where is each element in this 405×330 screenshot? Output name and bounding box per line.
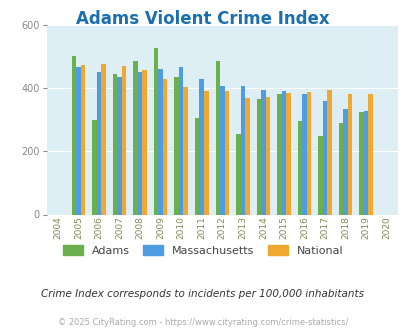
Bar xyxy=(122,67,126,214)
Bar xyxy=(96,72,101,214)
Bar xyxy=(240,86,245,214)
Bar xyxy=(326,89,331,214)
Bar xyxy=(245,98,249,214)
Bar xyxy=(183,87,188,214)
Bar xyxy=(322,101,326,214)
Bar xyxy=(72,56,76,214)
Bar xyxy=(342,109,347,214)
Bar xyxy=(76,67,81,214)
Text: Crime Index corresponds to incidents per 100,000 inhabitants: Crime Index corresponds to incidents per… xyxy=(41,289,364,299)
Bar xyxy=(162,79,167,214)
Bar xyxy=(306,92,311,214)
Bar xyxy=(142,70,147,214)
Bar xyxy=(224,91,228,214)
Bar xyxy=(220,86,224,214)
Bar xyxy=(81,65,85,214)
Bar xyxy=(367,94,372,214)
Bar xyxy=(256,99,260,214)
Bar xyxy=(363,111,367,214)
Bar xyxy=(158,69,162,215)
Bar xyxy=(199,79,203,214)
Bar xyxy=(174,77,179,214)
Bar xyxy=(194,118,199,214)
Bar xyxy=(235,134,240,214)
Legend: Adams, Massachusetts, National: Adams, Massachusetts, National xyxy=(58,241,347,260)
Bar xyxy=(153,49,158,214)
Bar xyxy=(101,64,106,214)
Bar xyxy=(347,94,352,214)
Text: © 2025 CityRating.com - https://www.cityrating.com/crime-statistics/: © 2025 CityRating.com - https://www.city… xyxy=(58,318,347,327)
Bar xyxy=(113,74,117,214)
Bar xyxy=(133,61,138,214)
Bar xyxy=(318,136,322,214)
Bar xyxy=(265,97,269,214)
Bar xyxy=(203,91,208,214)
Bar xyxy=(117,77,121,214)
Text: Adams Violent Crime Index: Adams Violent Crime Index xyxy=(76,10,329,28)
Bar xyxy=(277,94,281,214)
Bar xyxy=(301,94,306,214)
Bar xyxy=(358,112,363,214)
Bar xyxy=(260,90,265,214)
Bar xyxy=(297,121,301,214)
Bar xyxy=(338,123,342,214)
Bar xyxy=(281,91,286,214)
Bar xyxy=(138,72,142,214)
Bar xyxy=(92,120,96,214)
Bar xyxy=(286,93,290,214)
Bar xyxy=(179,67,183,214)
Bar xyxy=(215,61,220,214)
